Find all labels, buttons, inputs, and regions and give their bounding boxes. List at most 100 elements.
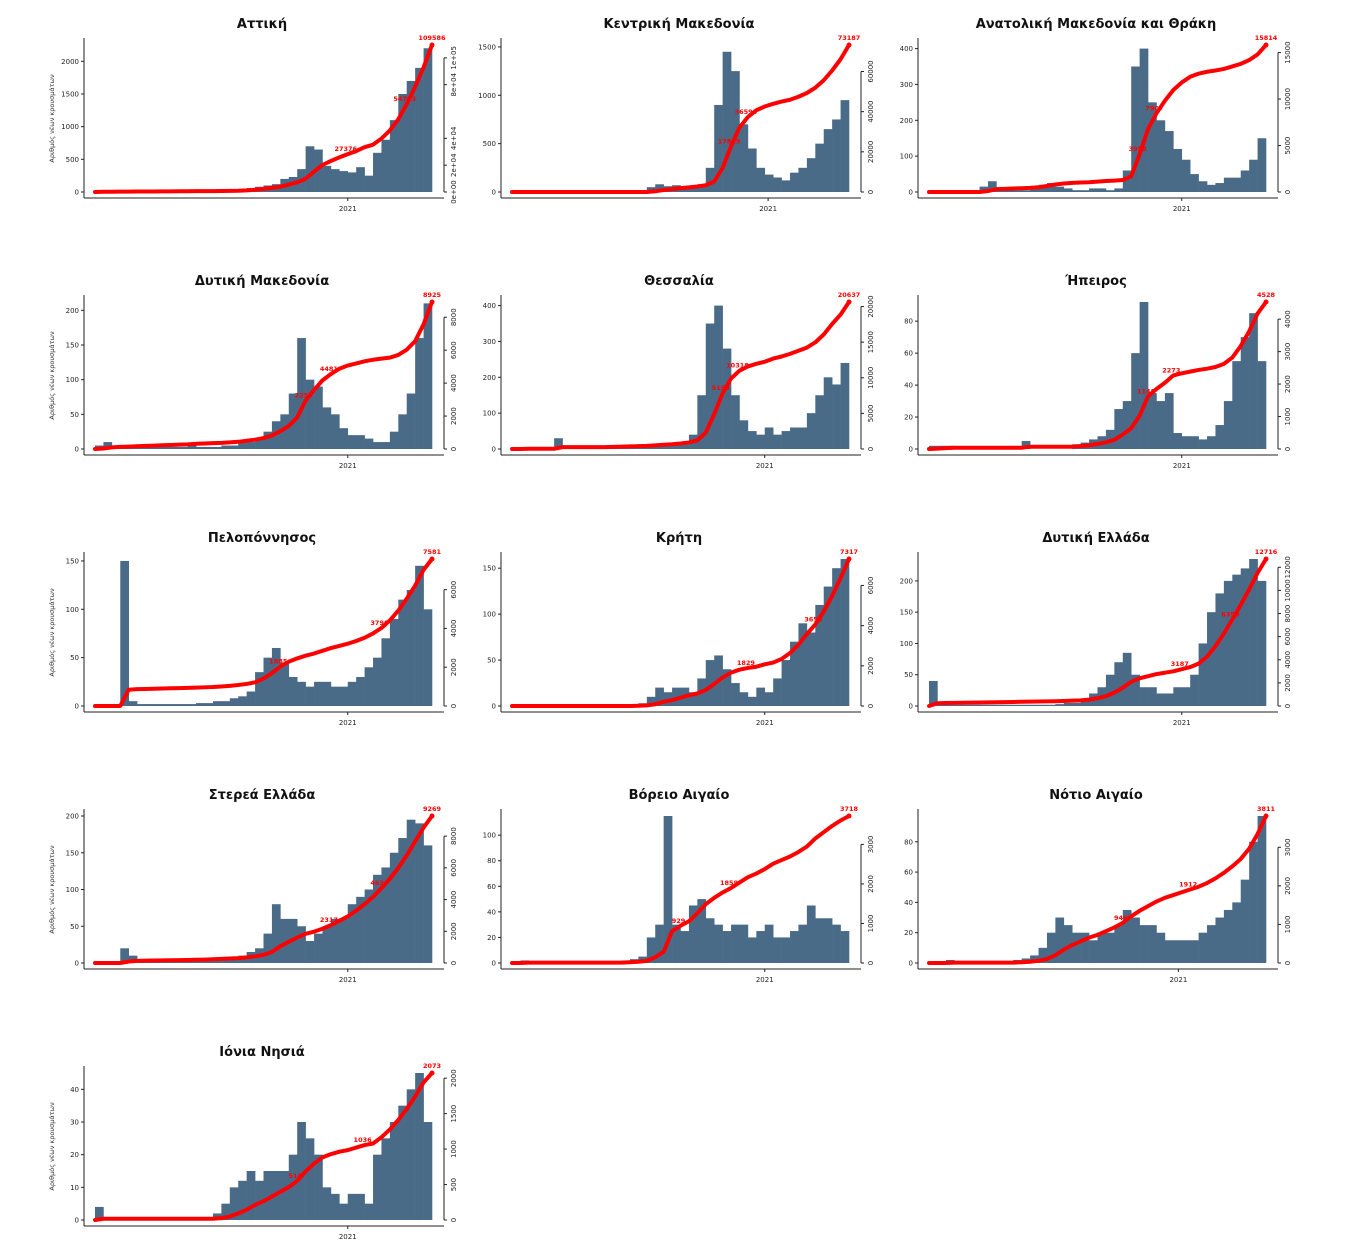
daily-cases-bar <box>773 678 782 706</box>
quartile-cases-label: 1829 <box>737 659 756 667</box>
left-tick-label: 100 <box>483 832 496 840</box>
left-tick-label: 150 <box>900 609 913 617</box>
right-tick-label: 0 <box>1284 190 1292 194</box>
daily-cases-bar <box>423 845 433 963</box>
total-cases-label: 15814 <box>1255 34 1278 42</box>
left-tick-label: 0 <box>909 446 913 454</box>
daily-cases-bar <box>212 701 222 706</box>
right-tick-label: 10000 <box>1284 88 1292 110</box>
daily-cases-bar <box>356 676 365 706</box>
total-cases-label: 8925 <box>423 291 442 299</box>
daily-cases-bar <box>288 676 298 706</box>
daily-cases-bar <box>238 442 247 449</box>
daily-cases-bar <box>153 446 163 449</box>
region-chart-panel: Ανατολική Μακεδονία και Θράκη 0 100 200 300 4… <box>900 17 1292 213</box>
total-cases-label: 3718 <box>840 805 859 813</box>
daily-cases-bar <box>322 165 332 192</box>
total-cases-label: 4528 <box>1257 291 1276 299</box>
right-tick-label: 0e+00 <box>450 180 458 204</box>
daily-cases-bar <box>1181 940 1191 963</box>
cumulative-endpoint <box>429 299 435 305</box>
daily-cases-bar <box>179 446 188 449</box>
right-tick-label: 6000 <box>867 577 875 595</box>
daily-cases-bar <box>823 129 833 192</box>
daily-cases-bar <box>764 174 774 192</box>
left-tick-label: 60 <box>904 350 913 358</box>
daily-cases-bar <box>1190 940 1199 963</box>
daily-cases-bar <box>1240 879 1250 963</box>
left-tick-label: 0 <box>75 960 79 968</box>
right-tick-label: 12000 <box>1284 556 1292 578</box>
cumulative-endpoint <box>1263 42 1269 48</box>
daily-cases-bar <box>773 434 782 449</box>
daily-cases-bar <box>722 348 732 449</box>
daily-cases-bar <box>246 1171 256 1220</box>
daily-cases-bar <box>987 181 997 192</box>
right-tick-label: 2000 <box>1284 375 1292 393</box>
cumulative-cases-line <box>93 43 434 194</box>
daily-cases-bar <box>356 896 365 963</box>
quartile-cases-label: 7907 <box>1145 104 1163 112</box>
cumulative-endpoint <box>846 556 852 562</box>
daily-cases-bar <box>263 1171 273 1220</box>
x-tick-label: 2021 <box>756 719 774 727</box>
left-tick-label: 300 <box>900 81 913 89</box>
daily-cases-bar <box>1164 940 1174 963</box>
daily-cases-bar <box>339 428 349 449</box>
quartile-cases-label: 5159 <box>712 384 731 392</box>
right-tick-label: 3000 <box>867 835 875 853</box>
daily-cases-bar <box>162 446 172 449</box>
daily-cases-bar <box>1156 693 1166 706</box>
daily-cases-bar <box>347 435 357 449</box>
left-tick-label: 1000 <box>478 92 496 100</box>
left-tick-label: 150 <box>66 849 79 857</box>
right-tick-label: 2000 <box>450 658 458 676</box>
daily-cases-bar <box>1097 188 1107 192</box>
daily-cases-bar <box>212 959 222 963</box>
right-tick-label: 4000 <box>450 374 458 392</box>
daily-cases-bar <box>263 657 273 706</box>
daily-cases-bar <box>415 338 424 449</box>
quartile-cases-label: 3658 <box>804 615 823 623</box>
daily-cases-bar <box>655 184 664 192</box>
daily-cases-bar <box>1122 401 1132 449</box>
daily-cases-bar <box>322 926 332 963</box>
left-tick-label: 0 <box>492 189 496 197</box>
daily-cases-bar <box>1223 177 1233 192</box>
daily-cases-bar <box>398 838 408 963</box>
daily-cases-bar <box>1080 699 1090 706</box>
daily-cases-bar <box>971 704 980 706</box>
daily-cases-bar <box>1164 131 1174 192</box>
region-chart-panel: Ιόνια Νησιά 0 10 20 30 40 Αριθμός νέων κρουσμά… <box>48 1045 458 1241</box>
quartile-cases-label: 4634 <box>370 879 389 887</box>
right-tick-label: 8000 <box>450 308 458 326</box>
right-tick-label: 0 <box>450 1218 458 1222</box>
quartile-cases-label: 2317 <box>320 916 338 924</box>
left-tick-label: 0 <box>492 703 496 711</box>
daily-cases-bar <box>288 1154 298 1220</box>
daily-cases-bar <box>646 187 656 192</box>
daily-cases-bar <box>204 703 214 706</box>
daily-cases-bar <box>1257 580 1267 706</box>
left-tick-label: 100 <box>66 376 79 384</box>
daily-cases-bar <box>1198 643 1208 706</box>
right-tick-label: 2e+04 <box>450 153 458 177</box>
daily-cases-bar <box>756 434 766 449</box>
daily-cases-bar <box>373 1154 382 1220</box>
daily-cases-bar <box>187 961 197 963</box>
daily-cases-bar <box>1249 841 1258 963</box>
left-tick-label: 150 <box>66 557 79 565</box>
region-chart-panel: Κεντρική Μακεδονία 0 500 1000 1500 2021 73187 1… <box>478 17 875 213</box>
daily-cases-bar <box>364 889 374 963</box>
right-tick-label: 0 <box>867 190 875 194</box>
region-chart-panel: Δυτική Ελλάδα 0 50 100 150 200 2021 12716 3187 63… <box>900 531 1292 727</box>
daily-cases-bar <box>1122 652 1132 706</box>
daily-cases-bar <box>1156 932 1166 963</box>
daily-cases-bar <box>756 687 766 706</box>
quartile-cases-label: 1885 <box>269 658 288 666</box>
left-tick-label: 80 <box>904 838 913 846</box>
x-tick-label: 2021 <box>339 205 357 213</box>
right-tick-label: 0 <box>450 447 458 451</box>
left-tick-label: 150 <box>66 341 79 349</box>
